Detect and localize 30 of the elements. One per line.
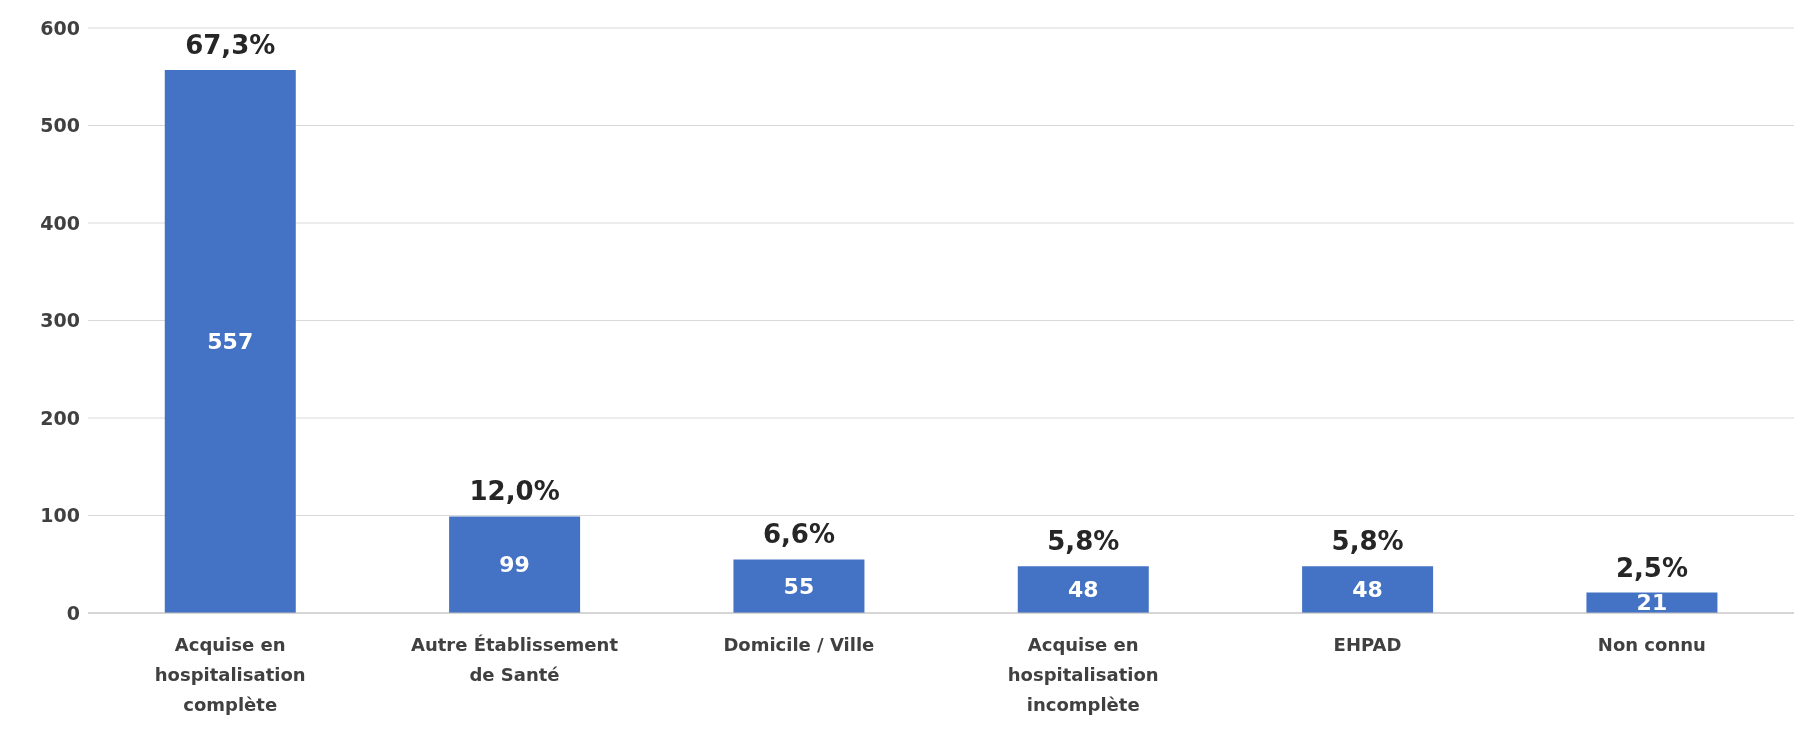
annotation: 2,5% xyxy=(1615,552,1688,583)
x-tick-label: Acquise en hospitalisation incomplète xyxy=(1007,634,1159,715)
x-tick-label: Autre Établissement de Santé xyxy=(411,634,619,685)
annotation: 5,8% xyxy=(1331,526,1404,557)
x-tick-label: Non connu xyxy=(1597,634,1706,655)
data-label: 48 xyxy=(1067,577,1099,603)
y-tick-label: 400 xyxy=(40,211,80,234)
y-tick-label: 0 xyxy=(66,601,80,624)
x-tick-label: Domicile / Ville xyxy=(723,634,875,655)
data-label: 557 xyxy=(207,328,254,354)
y-tick-label: 200 xyxy=(40,406,80,429)
x-tick-label: Acquise en hospitalisation complète xyxy=(154,634,306,715)
y-tick-label: 500 xyxy=(40,114,80,137)
bar xyxy=(164,69,296,613)
data-label: 48 xyxy=(1352,577,1383,603)
data-label: 99 xyxy=(499,552,530,578)
x-tick-label: EHPAD xyxy=(1333,634,1402,655)
bar xyxy=(1302,566,1434,613)
annotation: 12,0% xyxy=(469,476,560,507)
annotation: 5,8% xyxy=(1047,526,1120,557)
annotation: 6,6% xyxy=(762,519,835,550)
y-tick-label: 100 xyxy=(40,504,80,527)
bar xyxy=(1017,566,1149,613)
data-label: 21 xyxy=(1636,590,1668,616)
y-tick-label: 600 xyxy=(40,16,80,39)
bar xyxy=(449,516,581,613)
bar xyxy=(733,559,865,613)
data-label: 55 xyxy=(783,573,815,599)
annotation: 67,3% xyxy=(185,29,276,60)
y-tick-label: 300 xyxy=(40,309,80,332)
